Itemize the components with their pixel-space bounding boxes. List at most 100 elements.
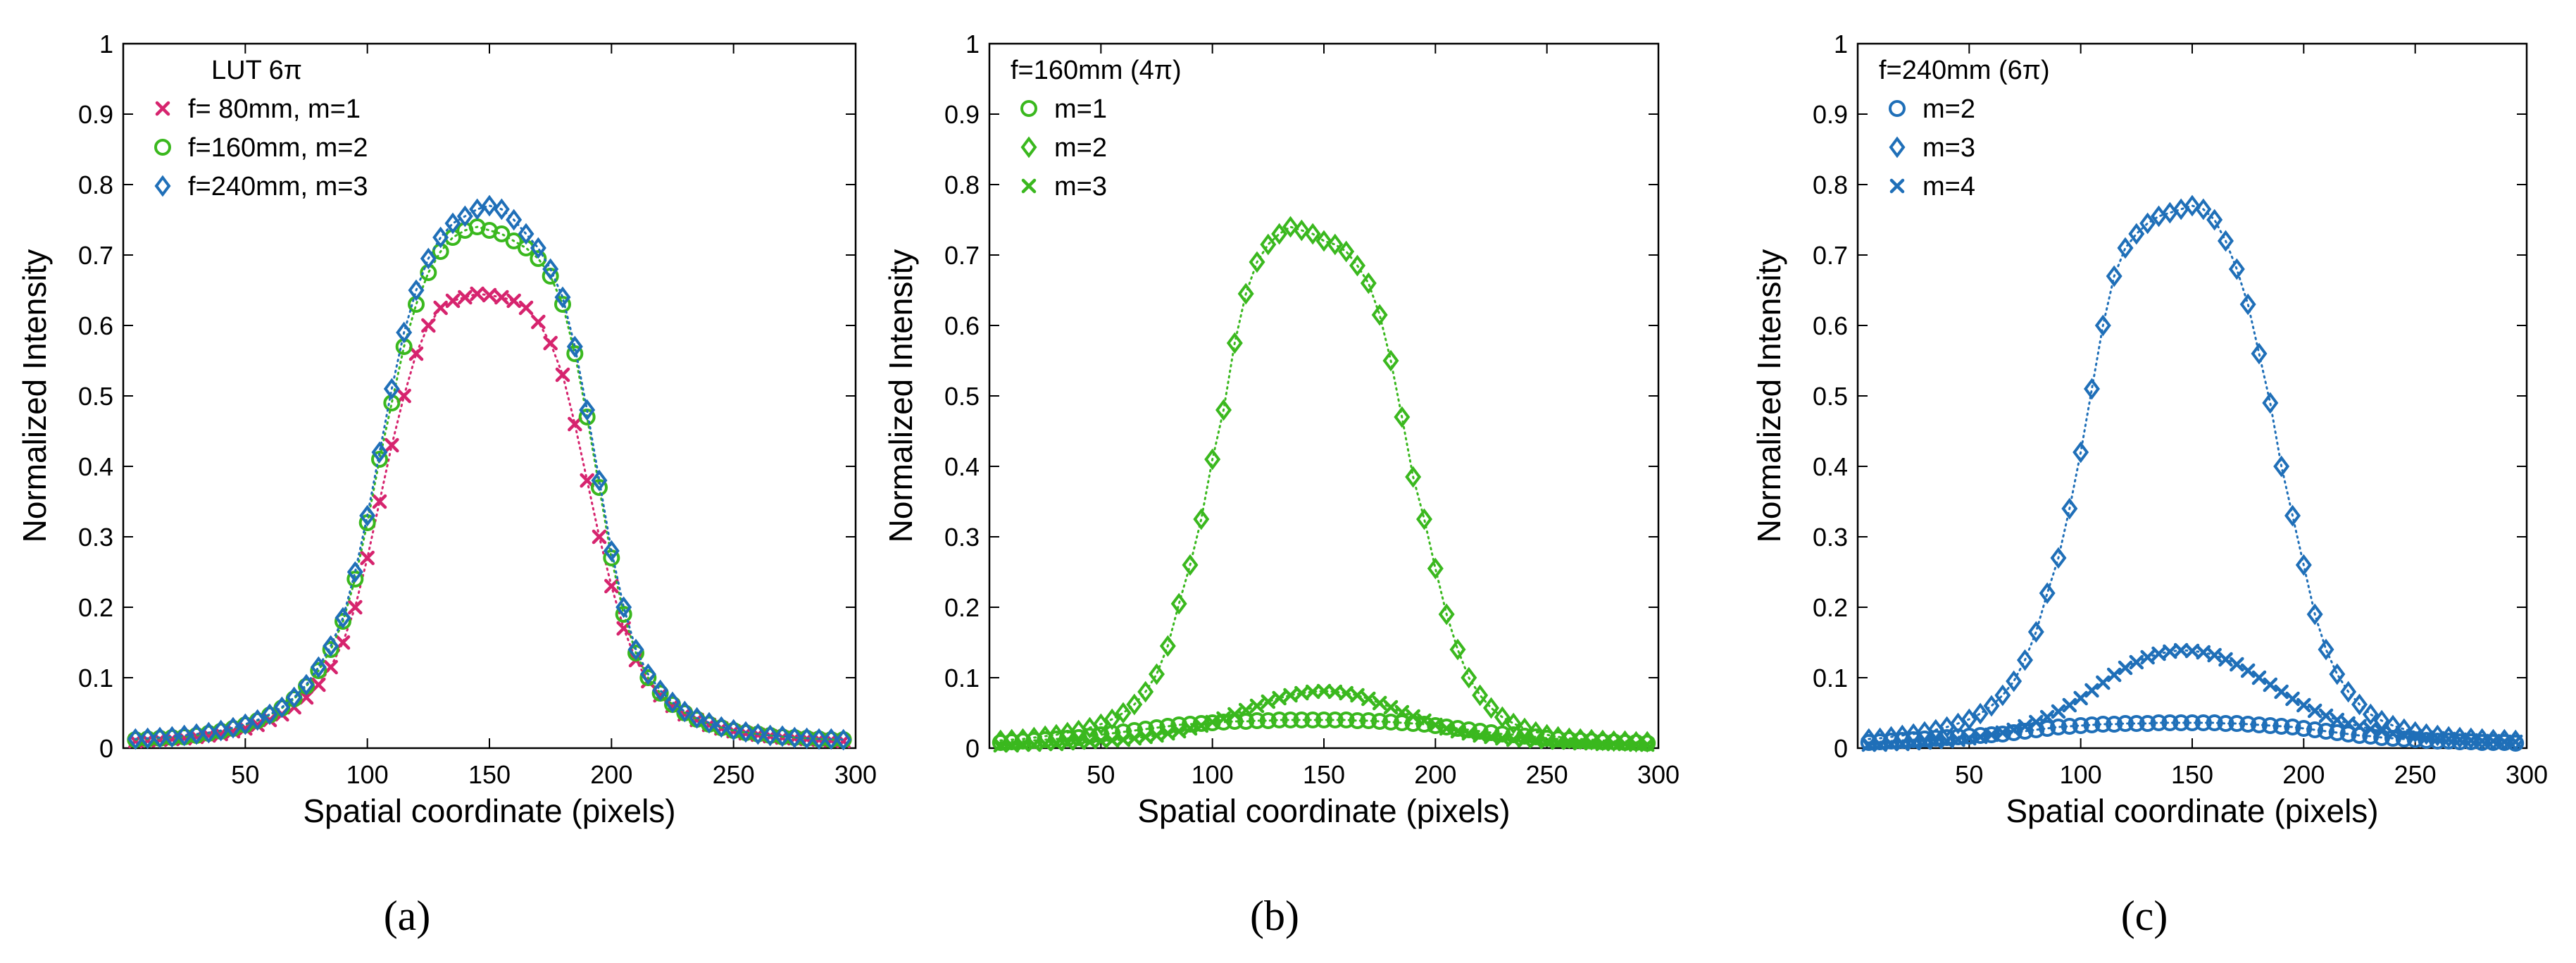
y-tick-label: 0.1 [78,664,113,692]
legend-entry: m=1 [1054,94,1107,124]
data-point [494,290,509,305]
data-point [1227,707,1242,722]
data-point [2195,198,2212,220]
data-point [2184,643,2200,659]
data-point [396,321,413,344]
data-point [1405,466,1422,488]
data-point [1427,557,1444,580]
legend-marker [1889,100,1906,117]
data-point [408,346,424,361]
y-tick-label: 0.3 [944,523,980,552]
data-point [2206,209,2223,231]
data-point [1517,733,1532,748]
data-point [1327,233,1344,256]
data-point [323,635,339,657]
data-point [1506,732,1521,747]
data-point [493,225,511,242]
data-point [2129,654,2144,670]
data-point [1417,713,1432,728]
data-point [1294,685,1309,701]
data-point [1182,716,1199,733]
data-point [2094,314,2111,337]
data-point [2272,718,2290,735]
x-axis-title: Spatial coordinate (pixels) [1137,793,1510,829]
data-point [1382,714,1399,731]
data-point [992,729,1009,752]
data-point [2339,726,2357,743]
data-point [482,287,497,303]
data-point [1895,736,1910,752]
data-point [2184,714,2201,731]
data-point [346,561,363,583]
data-point [1394,704,1410,720]
data-point [445,293,461,309]
data-point [774,725,791,747]
data-point [1137,681,1154,703]
y-tick-label: 0.6 [944,311,980,340]
data-point [2295,554,2312,576]
y-tick-label: 0.7 [78,241,113,270]
data-point [1339,685,1353,701]
data-point [2094,716,2112,733]
data-point [335,635,351,650]
y-tick-label: 0 [965,734,980,763]
data-point [2084,683,2099,698]
legend-marker [155,101,170,116]
data-point [2318,638,2334,661]
data-point [1361,691,1376,707]
data-point [421,318,436,333]
data-point [1972,702,1989,725]
data-point [1315,712,1332,728]
data-point [2172,714,2190,731]
x-tick-label: 100 [1192,760,1234,789]
data-point [2318,723,2334,740]
plot-area [988,42,1660,750]
data-point [2196,645,2211,660]
y-tick-label: 0.2 [78,593,113,622]
y-tick-label: 0.5 [78,382,113,411]
data-point [689,707,706,729]
data-point [2261,717,2279,734]
data-point [286,686,303,709]
data-point [2117,237,2134,259]
data-point [1049,736,1064,752]
data-point [592,529,607,545]
data-point [458,290,473,305]
data-point [1495,731,1510,746]
data-point [1103,708,1120,731]
y-tick-label: 0.8 [944,170,980,199]
y-tick-label: 1 [99,30,113,58]
data-point [1360,712,1377,729]
x-tick-label: 300 [2506,760,2548,789]
x-tick-label: 300 [834,760,877,789]
data-point [1516,717,1533,740]
series-2 [992,216,1656,753]
x-tick-label: 300 [1637,760,1680,789]
y-tick-label: 0.9 [1813,100,1848,129]
legend-title: f=160mm (4π) [1011,56,1182,85]
data-point [334,607,351,629]
data-point [1962,731,1977,746]
legend: f=160mm (4π) m=1 m=2 m=3 [1011,56,1182,201]
data-point [1138,729,1153,745]
data-point [493,198,510,220]
data-point [1573,735,1588,751]
data-point [1071,735,1086,750]
data-point [543,335,558,351]
data-point [1115,732,1131,747]
legend: LUT 6π f= 80mm, m=1 f=160mm, m=2 f=240mm, m… [154,56,368,201]
data-point [420,247,437,270]
data-point [2029,714,2044,730]
legend-title: LUT 6π [211,56,302,85]
data-point [2039,709,2055,725]
data-point [469,198,486,220]
data-point [1004,738,1019,753]
data-point [786,726,803,749]
data-point [371,441,388,464]
data-point [555,367,570,383]
data-point [1494,706,1511,728]
data-point [1438,603,1455,626]
data-point [2083,716,2101,733]
